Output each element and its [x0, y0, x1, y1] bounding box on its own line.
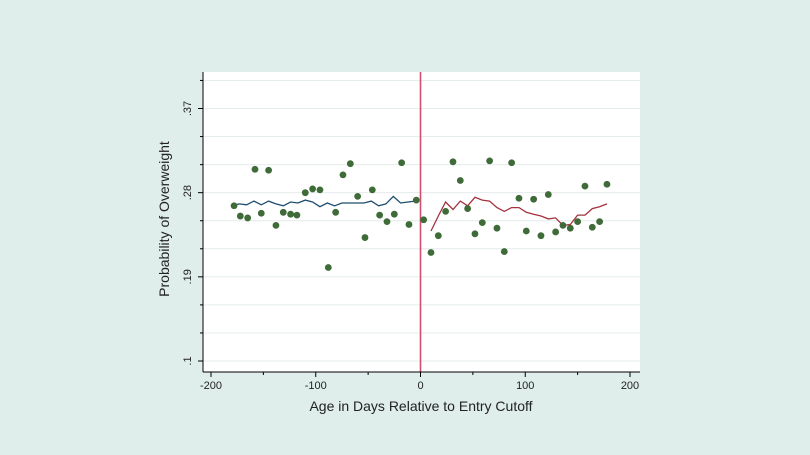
scatter-point: [332, 208, 340, 216]
y-axis-title: Probability of Overweight: [156, 141, 172, 297]
scatter-point: [464, 205, 472, 212]
scatter-point: [471, 230, 479, 238]
scatter-point: [588, 223, 596, 231]
scatter-point: [596, 218, 604, 226]
fit-line-left: [231, 195, 416, 208]
y-axis-ticks: .1 .19 .28 .37: [182, 79, 203, 366]
scatter-point: [293, 211, 301, 219]
scatter-point: [581, 182, 589, 190]
scatter-point: [456, 177, 464, 184]
x-axis-ticks: -200 -100 0 100 200: [200, 372, 639, 392]
scatter-point: [230, 202, 238, 210]
scatter-point: [515, 194, 523, 202]
scatter-point: [537, 232, 545, 240]
scatter-point: [552, 228, 560, 236]
scatter-point: [508, 159, 516, 167]
scatter-point: [530, 195, 538, 203]
scatter-point: [486, 157, 494, 165]
scatter-point: [522, 227, 530, 235]
grid-lines: [203, 79, 640, 362]
scatter-point: [493, 224, 501, 232]
scatter-point: [442, 207, 450, 215]
scatter-point: [544, 191, 552, 198]
scatter-point: [376, 211, 384, 219]
x-tick-label: 100: [516, 380, 534, 392]
scatter-point: [449, 158, 457, 166]
y-tick-label: .19: [182, 269, 194, 284]
scatter-point: [244, 214, 252, 222]
scatter-point: [390, 210, 398, 218]
x-axis-title: Age in Days Relative to Entry Cutoff: [309, 398, 532, 414]
y-tick-label: .37: [182, 101, 194, 116]
scatter-point: [257, 209, 265, 217]
scatter-point: [272, 221, 280, 229]
scatter-point: [368, 186, 376, 194]
scatter-point: [427, 249, 435, 256]
scatter-point: [316, 186, 324, 194]
x-tick-label: -100: [305, 380, 327, 392]
fit-lines: [231, 195, 608, 232]
scatter-point: [405, 221, 413, 228]
scatter-point: [398, 159, 406, 167]
scatter-point: [420, 216, 428, 224]
scatter-point: [500, 248, 508, 255]
scatter-point: [301, 189, 309, 197]
x-tick-label: -200: [200, 380, 222, 392]
y-tick-label: .1: [182, 356, 194, 365]
scatter-point: [279, 208, 287, 216]
scatter-point: [559, 221, 567, 229]
scatter-point: [287, 210, 295, 218]
scatter-point: [434, 232, 442, 240]
scatter-point: [265, 166, 273, 174]
scatter-point: [251, 165, 259, 173]
scatter-points: [230, 157, 611, 271]
scatter-point: [354, 193, 362, 200]
scatter-point: [309, 185, 317, 193]
scatter-point: [566, 224, 574, 232]
x-tick-label: 200: [621, 380, 639, 392]
y-tick-label: .28: [182, 185, 194, 200]
scatter-point: [339, 171, 347, 179]
fit-line-right: [430, 196, 608, 232]
scatter-point: [603, 180, 611, 188]
scatter-point: [574, 218, 582, 226]
scatter-point: [412, 196, 420, 204]
scatter-point: [478, 219, 486, 226]
scatter-point: [383, 218, 391, 226]
scatter-point: [361, 234, 369, 241]
x-tick-label: 0: [417, 380, 423, 392]
axes: [202, 72, 640, 373]
scatter-point: [236, 212, 244, 220]
scatter-point: [346, 160, 354, 168]
scatter-point: [324, 264, 332, 271]
